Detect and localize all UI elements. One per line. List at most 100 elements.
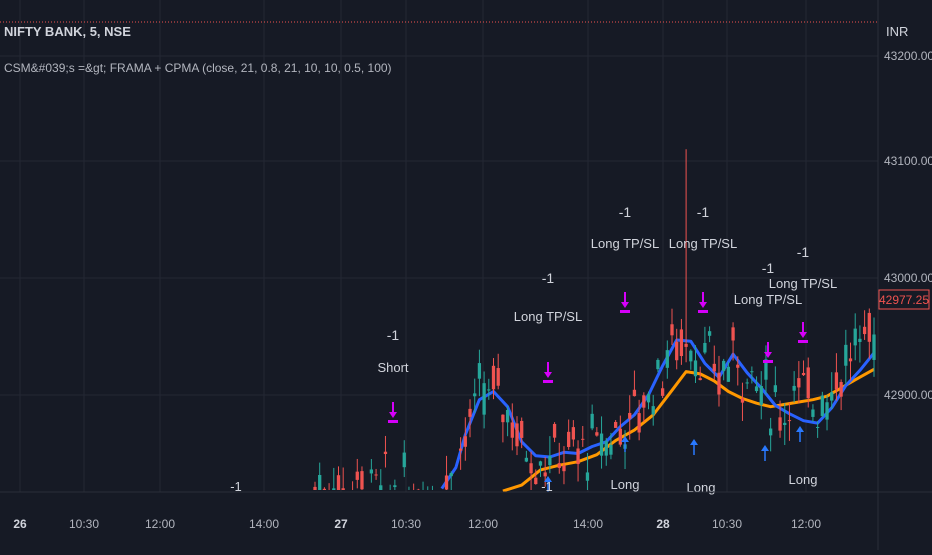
- time-tick-label: 28: [656, 517, 670, 531]
- candle-body: [497, 368, 500, 386]
- candle-body: [858, 339, 861, 342]
- candle-body: [520, 421, 523, 438]
- candle-body: [492, 366, 495, 390]
- signal-label: Short: [377, 360, 408, 375]
- candle-body: [680, 329, 683, 356]
- candle-body: [816, 427, 819, 428]
- exit-marker-bar: [763, 360, 773, 363]
- candle-body: [839, 382, 842, 397]
- time-tick-label: 26: [13, 517, 27, 531]
- candle-body: [337, 475, 340, 490]
- candle-body: [548, 456, 551, 465]
- candle-body: [360, 471, 363, 489]
- last-price-label: 42977.25: [879, 293, 929, 307]
- candle-body: [797, 378, 800, 387]
- candle-body: [370, 469, 373, 473]
- candle-body: [600, 434, 603, 456]
- candle-body: [605, 441, 608, 455]
- currency-label: INR: [886, 24, 908, 39]
- candle-body: [731, 327, 734, 340]
- time-tick-label: 27: [334, 517, 348, 531]
- candle-body: [342, 488, 345, 490]
- signal-value: -1: [797, 244, 810, 260]
- candle-body: [332, 488, 335, 490]
- time-tick-label: 12:00: [468, 517, 498, 531]
- candle-body: [619, 429, 622, 445]
- candle-body: [661, 388, 664, 396]
- candle-body: [755, 386, 758, 391]
- time-tick-label: 10:30: [69, 517, 99, 531]
- candle-body: [393, 485, 396, 487]
- candle-body: [576, 449, 579, 465]
- candle-body: [614, 422, 617, 428]
- signal-label: Long TP/SL: [669, 236, 737, 251]
- candle-body: [450, 473, 453, 476]
- candle-body: [689, 351, 692, 362]
- candle-body: [464, 436, 467, 447]
- candle-body: [684, 344, 687, 347]
- candle-body: [750, 371, 753, 372]
- long-signal-label: Long: [611, 477, 640, 492]
- candle-body: [539, 461, 542, 465]
- candle-body: [318, 475, 321, 490]
- signal-label: Long TP/SL: [514, 309, 582, 324]
- candle-body: [647, 394, 650, 402]
- candle-body: [670, 324, 673, 335]
- signal-value: -1: [762, 260, 775, 276]
- indicator-legend[interactable]: CSM&#039;s =&gt; FRAMA + CPMA (close, 21…: [4, 61, 392, 75]
- candle-body: [825, 402, 828, 419]
- candle-body: [374, 474, 377, 475]
- candle-body: [736, 365, 739, 368]
- time-tick-label: 12:00: [145, 517, 175, 531]
- candle-body: [807, 367, 810, 398]
- candle-body: [717, 373, 720, 395]
- candle-body: [562, 466, 565, 472]
- candle-body: [868, 313, 871, 342]
- price-tick-label: 43000.00: [884, 271, 932, 285]
- candle-body: [487, 389, 490, 390]
- candle-body: [854, 329, 857, 346]
- candle-body: [708, 331, 711, 336]
- candle-body: [835, 372, 838, 389]
- time-tick-label: 10:30: [391, 517, 421, 531]
- candle-body: [746, 382, 749, 383]
- candle-body: [713, 364, 716, 372]
- candle-body: [727, 367, 730, 382]
- candle-body: [609, 445, 612, 455]
- candle-body: [506, 410, 509, 422]
- candle-body: [384, 452, 387, 454]
- candle-body: [821, 396, 824, 416]
- candle-body: [783, 423, 786, 425]
- symbol-title: NIFTY BANK, 5, NSE: [4, 24, 131, 39]
- candle-body: [722, 361, 725, 371]
- exit-marker-bar: [698, 310, 708, 313]
- exit-marker-bar: [543, 380, 553, 383]
- long-signal-label: Long: [687, 480, 716, 495]
- candle-body: [778, 417, 781, 430]
- candle-body: [525, 458, 528, 462]
- candle-body: [529, 463, 532, 473]
- time-tick-label: 14:00: [249, 517, 279, 531]
- candle-body: [637, 413, 640, 432]
- candle-body: [872, 334, 875, 359]
- candle-body: [468, 409, 471, 417]
- signal-value: -1: [697, 204, 710, 220]
- signal-label: Long TP/SL: [591, 236, 659, 251]
- candle-body: [581, 439, 584, 440]
- candle-body: [694, 360, 697, 376]
- candle-body: [558, 463, 561, 468]
- exit-marker-bar: [798, 340, 808, 343]
- candle-body: [544, 472, 547, 476]
- price-tick-label: 43100.00: [884, 154, 932, 168]
- candle-body: [792, 386, 795, 391]
- candle-body: [656, 360, 659, 369]
- candle-body: [501, 415, 504, 422]
- candle-body: [534, 478, 537, 484]
- candle-body: [586, 472, 589, 480]
- candle-body: [633, 390, 636, 396]
- candle-body: [553, 424, 556, 438]
- exit-marker-bar: [620, 310, 630, 313]
